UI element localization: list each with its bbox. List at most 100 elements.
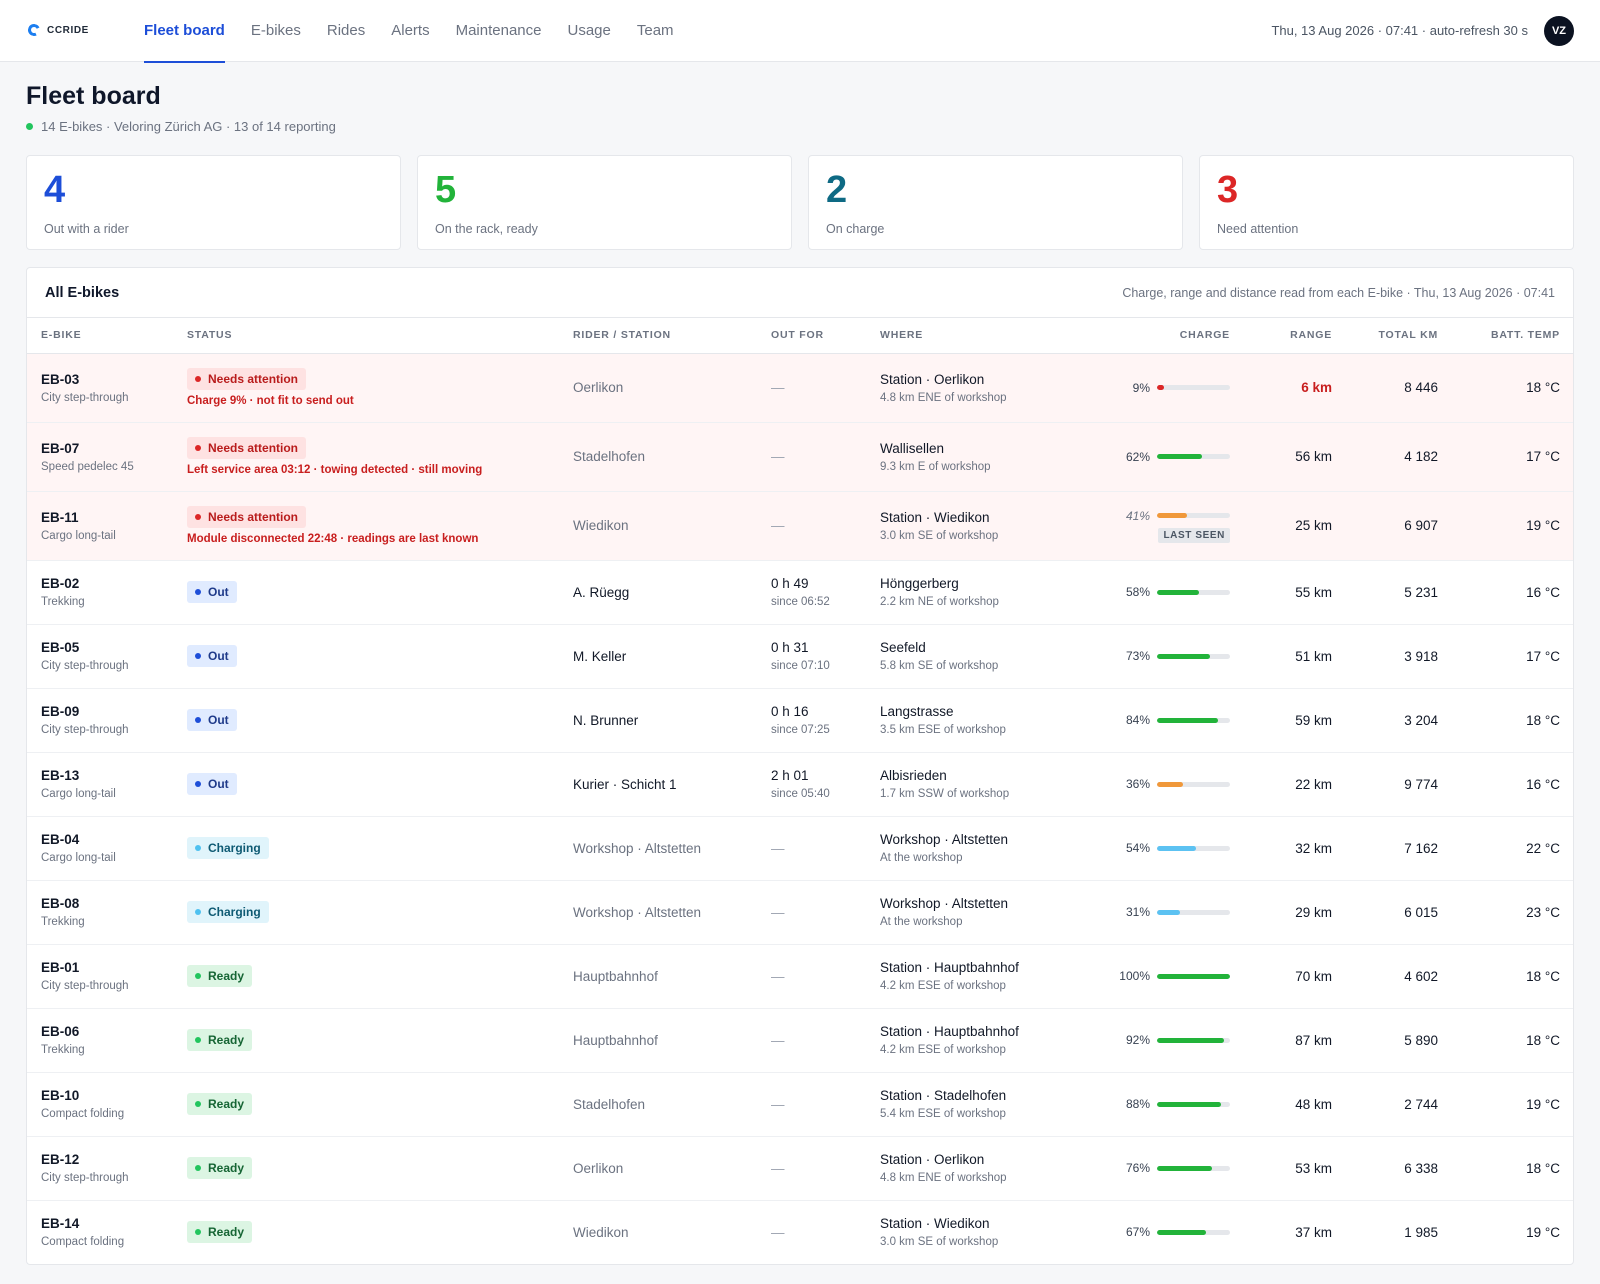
location-name: Hönggerberg [880, 576, 959, 591]
location-distance: 5.8 km SE of workshop [880, 660, 999, 672]
charge-percent: 92% [1125, 1033, 1150, 1047]
kpi-value: 5 [435, 169, 457, 211]
nav-item-maintenance[interactable]: Maintenance [455, 22, 542, 39]
charge-bar-fill [1157, 589, 1200, 595]
kpi-card[interactable]: 3 Need attention [1199, 155, 1574, 250]
cell-ebike: EB-12 City step-through [27, 1136, 187, 1201]
location-distance: 9.3 km E of workshop [880, 460, 991, 473]
top-navigation-bar: CCRIDE Fleet board E-bikes Rides Alerts Main… [0, 0, 1600, 63]
ebike-id[interactable]: EB-13 [41, 768, 80, 783]
ebike-id[interactable]: EB-10 [41, 1088, 80, 1103]
user-avatar[interactable]: VZ [1544, 15, 1574, 46]
charge-percent: 62% [1125, 449, 1150, 464]
nav-item-usage[interactable]: Usage [567, 22, 611, 39]
table-row[interactable]: EB-05 City step-through Out M. Keller 0 h 31… [27, 624, 1573, 689]
kpi-card[interactable]: 4 Out with a rider [26, 155, 401, 250]
col-range[interactable]: RANGE [1250, 318, 1342, 354]
ebike-id[interactable]: EB-02 [41, 576, 80, 591]
table-row[interactable]: EB-04 Cargo long-tail Charging Workshop · A… [27, 816, 1573, 881]
charge-bar-fill [1157, 653, 1211, 659]
cell-rider-station: M. Keller [573, 624, 771, 689]
status-badge: Ready [187, 965, 253, 987]
status-badge: Needs attention [187, 368, 307, 390]
ebike-id[interactable]: EB-12 [41, 1152, 80, 1167]
cell-range: 32 km [1250, 816, 1342, 881]
cell-batt-temp: 19 °C [1450, 491, 1573, 561]
col-charge[interactable]: CHARGE [1070, 318, 1250, 354]
cell-charge: 58% [1070, 560, 1250, 625]
out-duration: — [771, 904, 785, 920]
status-dot-icon [195, 589, 201, 595]
nav-item-fleet-board[interactable]: Fleet board [144, 0, 225, 63]
nav-item-alerts[interactable]: Alerts [391, 22, 430, 39]
cell-charge: 67% [1070, 1200, 1250, 1264]
ebike-id[interactable]: EB-09 [41, 704, 80, 719]
location-name: Station · Oerlikon [880, 1152, 985, 1167]
table-row[interactable]: EB-14 Compact folding Ready Wiedikon — Statio… [27, 1200, 1573, 1264]
ebike-id[interactable]: EB-11 [41, 509, 79, 525]
ebike-type: Compact folding [41, 1108, 125, 1120]
table-row[interactable]: EB-03 City step-through Needs attention Cha… [27, 353, 1573, 423]
charge-bar-fill [1157, 385, 1164, 390]
ebike-id[interactable]: EB-08 [41, 896, 80, 911]
col-ebike[interactable]: E-BIKE [27, 318, 187, 354]
cell-out-for: — [771, 1136, 880, 1201]
cell-where: Station · Oerlikon 4.8 km ENE of workshop [880, 1136, 1070, 1201]
cell-total-km: 2 744 [1342, 1072, 1450, 1137]
kpi-card[interactable]: 2 On charge [808, 155, 1183, 250]
cell-where: Albisrieden 1.7 km SSW of workshop [880, 752, 1070, 817]
nav-item-team[interactable]: Team [636, 22, 674, 39]
cell-total-km: 4 182 [1342, 422, 1450, 492]
cell-charge: 100% [1070, 944, 1250, 1009]
table-row[interactable]: EB-10 Compact folding Ready Stadelhofen — Sta… [27, 1072, 1573, 1137]
table-row[interactable]: EB-07 Speed pedelec 45 Needs attention Left… [27, 422, 1573, 492]
cell-ebike: EB-01 City step-through [27, 944, 187, 1009]
ebike-id[interactable]: EB-05 [41, 640, 80, 655]
cell-batt-temp: 16 °C [1450, 752, 1573, 817]
out-duration: — [771, 518, 785, 533]
out-duration: — [771, 968, 785, 984]
charge-percent: 41% [1125, 508, 1150, 523]
brand-logo[interactable]: CCRIDE [26, 21, 116, 38]
cell-total-km: 8 446 [1342, 353, 1450, 423]
col-total-km[interactable]: TOTAL KM [1342, 318, 1450, 354]
ebike-id[interactable]: EB-06 [41, 1024, 80, 1039]
cell-rider-station: Hauptbahnhof [573, 944, 771, 1009]
table-row[interactable]: EB-08 Trekking Charging Workshop · Altstett… [27, 880, 1573, 945]
cell-out-for: — [771, 1200, 880, 1264]
col-where[interactable]: WHERE [880, 318, 1070, 354]
status-label: Ready [208, 1033, 245, 1047]
cell-ebike: EB-04 Cargo long-tail [27, 816, 187, 881]
col-rider-station[interactable]: RIDER / STATION [573, 318, 771, 354]
out-duration: 0 h 31 [771, 640, 809, 655]
table-row[interactable]: EB-02 Trekking Out A. Rüegg 0 h 49 since 06:5… [27, 560, 1573, 625]
nav-item-rides[interactable]: Rides [326, 22, 366, 39]
table-row[interactable]: EB-13 Cargo long-tail Out Kurier · Schicht … [27, 752, 1573, 817]
table-row[interactable]: EB-09 City step-through Out N. Brunner 0 h 1… [27, 688, 1573, 753]
status-label: Needs attention [208, 372, 299, 386]
location-name: Station · Stadelhofen [880, 1088, 1007, 1103]
ebike-type: Cargo long-tail [41, 529, 116, 542]
charge-bar [1157, 1229, 1230, 1235]
ebike-id[interactable]: EB-03 [41, 371, 80, 387]
ebike-id[interactable]: EB-04 [41, 832, 80, 847]
charge-bar-fill [1157, 973, 1230, 979]
nav-item-e-bikes[interactable]: E-bikes [250, 22, 301, 39]
table-row[interactable]: EB-12 City step-through Ready Oerlikon — Stat… [27, 1136, 1573, 1201]
ebike-id[interactable]: EB-01 [41, 960, 80, 975]
cell-where: Station · Hauptbahnhof 4.2 km ESE of work… [880, 1008, 1070, 1073]
ebike-id[interactable]: EB-07 [41, 440, 80, 456]
table-row[interactable]: EB-06 Trekking Ready Hauptbahnhof — Station ·… [27, 1008, 1573, 1073]
col-batt-temp[interactable]: BATT. TEMP [1450, 318, 1573, 354]
status-dot-icon [195, 514, 201, 520]
kpi-card[interactable]: 5 On the rack, ready [417, 155, 792, 250]
location-distance: 3.5 km ESE of workshop [880, 724, 1006, 736]
col-status[interactable]: STATUS [187, 318, 573, 354]
table-row[interactable]: EB-11 Cargo long-tail Needs attention Modul… [27, 491, 1573, 561]
logo-icon [26, 21, 42, 38]
cell-ebike: EB-06 Trekking [27, 1008, 187, 1073]
ebike-type: City step-through [41, 724, 129, 736]
col-out-for[interactable]: OUT FOR [771, 318, 880, 354]
table-row[interactable]: EB-01 City step-through Ready Hauptbahnhof —… [27, 944, 1573, 1009]
ebike-id[interactable]: EB-14 [41, 1216, 80, 1232]
